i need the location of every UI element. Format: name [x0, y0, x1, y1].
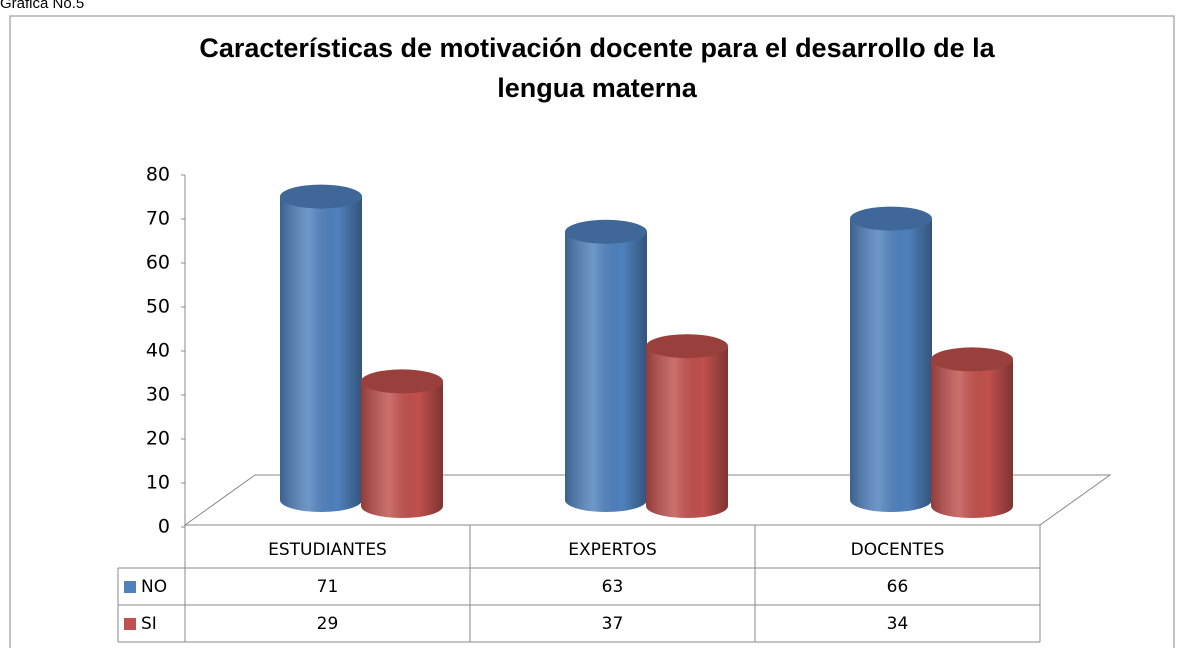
- table-value: 66: [887, 577, 909, 597]
- cylinder-top: [931, 347, 1013, 372]
- cylinder-top-shade: [280, 184, 362, 209]
- table-value: 29: [317, 614, 339, 634]
- y-tick-label: 30: [146, 384, 170, 406]
- cylinder: [646, 334, 728, 518]
- caption: Gráfica No.5: [0, 0, 84, 12]
- y-tick-label: 80: [146, 164, 170, 186]
- chart-title: Características de motivación docente pa…: [199, 33, 995, 103]
- cylinder-top-shade: [850, 206, 932, 231]
- legend-swatch: [124, 581, 136, 593]
- cylinder-top-shade: [361, 369, 443, 394]
- cylinder-shade: [280, 196, 362, 512]
- y-tick-label: 50: [146, 296, 170, 318]
- y-tick-label: 70: [146, 208, 170, 230]
- cylinder-top-shade: [931, 347, 1013, 372]
- legend-label: SI: [141, 614, 157, 634]
- x-tick-label: ESTUDIANTES: [268, 540, 387, 560]
- x-tick-label: EXPERTOS: [568, 540, 657, 560]
- cylinder: [931, 347, 1013, 518]
- data-table: [117, 525, 1041, 643]
- cylinder-top: [850, 206, 932, 231]
- y-tick-label: 10: [146, 472, 170, 494]
- cylinder-top: [646, 334, 728, 359]
- y-tick-label: 20: [146, 428, 170, 450]
- table-value: 34: [887, 614, 909, 634]
- cylinder-shade: [361, 381, 443, 518]
- cylinder-top-shade: [646, 334, 728, 359]
- cylinder: [280, 184, 362, 512]
- cylinder-top: [565, 219, 647, 244]
- cylinder-shade: [850, 218, 932, 512]
- cylinder-top: [280, 184, 362, 209]
- table-value: 71: [317, 577, 339, 597]
- cylinder-shade: [565, 231, 647, 513]
- cylinder-shade: [931, 359, 1013, 518]
- x-tick-label: DOCENTES: [851, 540, 945, 560]
- cylinder: [361, 369, 443, 518]
- cylinder: [565, 219, 647, 513]
- table-value: 63: [602, 577, 624, 597]
- y-tick-label: 40: [146, 340, 170, 362]
- cylinder-top-shade: [565, 219, 647, 244]
- y-tick-label: 0: [158, 516, 170, 538]
- cylinder-shade: [646, 346, 728, 518]
- y-tick-label: 60: [146, 252, 170, 274]
- cylinder: [850, 206, 932, 512]
- legend-swatch: [124, 618, 136, 630]
- cylinder-top: [361, 369, 443, 394]
- legend-label: NO: [141, 577, 167, 597]
- table-value: 37: [602, 614, 624, 634]
